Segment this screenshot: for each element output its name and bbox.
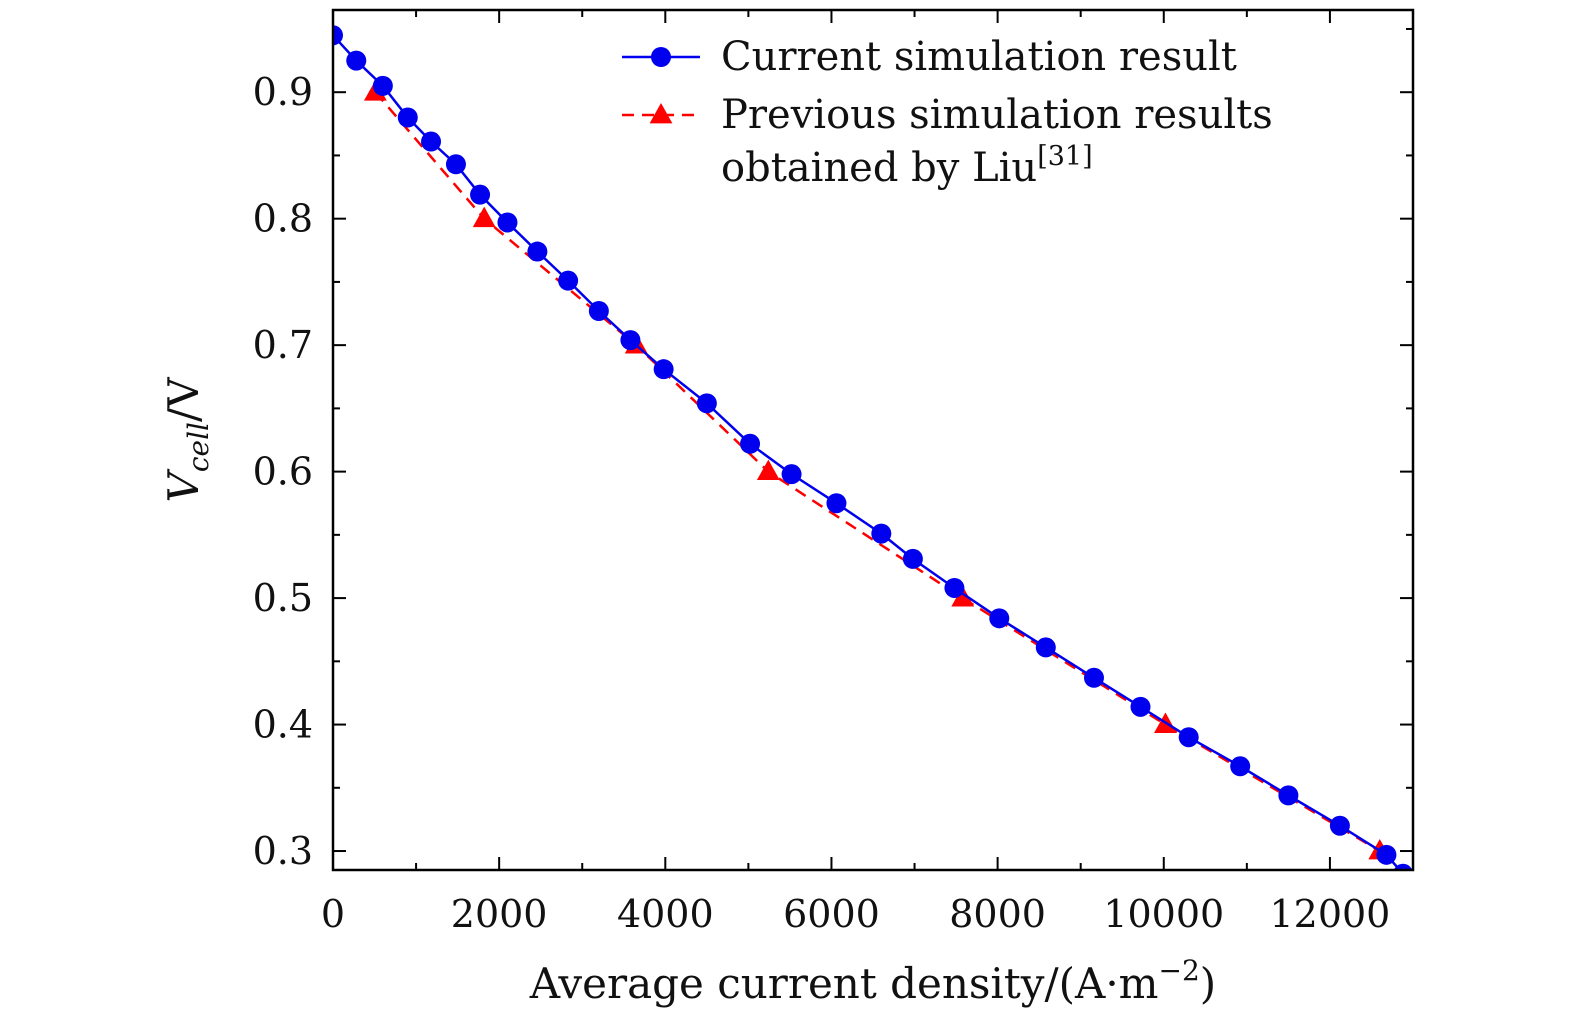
data-point [470, 184, 491, 205]
legend: Current simulation result Previous simul… [622, 34, 1273, 191]
legend-label-previous-line2: obtained by Liu[31] [721, 141, 1093, 191]
data-point [527, 241, 548, 262]
y-axis-label: Vcell/V [159, 377, 215, 503]
data-point [346, 50, 367, 71]
x-tick-label: 2000 [451, 892, 548, 936]
data-point [871, 523, 892, 544]
y-tick-label: 0.8 [253, 197, 313, 241]
data-point [902, 548, 923, 569]
data-point [558, 270, 579, 291]
data-point [1393, 863, 1413, 870]
data-point [740, 433, 761, 454]
data-point [756, 459, 780, 481]
legend-marker-previous [649, 103, 673, 124]
x-tick-label: 10000 [1103, 892, 1224, 936]
legend-label-current: Current simulation result [721, 34, 1237, 80]
data-point [1035, 637, 1056, 658]
data-point [1376, 844, 1397, 865]
y-tick-label: 0.7 [253, 323, 313, 367]
y-tick-label: 0.6 [253, 450, 313, 494]
y-tick-label: 0.4 [253, 703, 313, 747]
data-point [588, 301, 609, 321]
legend-marker-current [651, 47, 671, 67]
data-point [1178, 727, 1199, 748]
data-point [696, 393, 717, 414]
data-point [421, 131, 442, 152]
x-axis-label-exponent: −2 [1159, 954, 1200, 987]
data-point [653, 359, 674, 380]
data-point [1130, 696, 1151, 717]
x-axis-label-main: Average current density/(A·m [529, 959, 1159, 1008]
data-point [1329, 815, 1350, 836]
data-point [620, 330, 641, 351]
legend-citation: [31] [1037, 141, 1092, 172]
x-tick-label: 4000 [617, 892, 714, 936]
y-tick-label: 0.3 [253, 829, 313, 873]
data-point [472, 206, 496, 228]
y-tick-label: 0.9 [253, 70, 313, 114]
x-axis-label: Average current density/(A·m−2) [529, 954, 1216, 1008]
data-point [781, 464, 802, 485]
x-tick-label: 0 [321, 892, 345, 936]
x-axis-label-tail: ) [1200, 959, 1216, 1008]
y-axis-label-symbol: V [159, 469, 208, 503]
data-point [372, 75, 393, 96]
data-point [333, 25, 343, 46]
data-point [445, 154, 466, 175]
y-axis-label-subscript: cell [182, 422, 215, 472]
y-axis-label-tail: /V [159, 377, 208, 422]
x-tick-label: 6000 [783, 892, 880, 936]
legend-label-previous-line1: Previous simulation results [721, 92, 1273, 138]
series-previous [363, 80, 1392, 860]
series-line [374, 91, 1381, 853]
series-current [333, 25, 1413, 870]
tick-labels: 0 2000 4000 6000 8000 10000 12000 0.3 0.4 0.5 0.6 0… [253, 70, 1391, 936]
data-point [989, 608, 1010, 629]
data-point [1278, 785, 1299, 806]
plot-frame [331, 8, 1415, 872]
data-point [826, 493, 847, 514]
data-point [951, 586, 975, 607]
data-point [1083, 667, 1104, 688]
data-point [1230, 756, 1251, 777]
series-layer [333, 25, 1413, 870]
y-tick-label: 0.5 [253, 576, 313, 620]
x-tick-label: 8000 [949, 892, 1046, 936]
data-point [497, 212, 518, 233]
data-point [944, 577, 965, 598]
data-point [397, 107, 418, 128]
x-tick-label: 12000 [1269, 892, 1390, 936]
legend-label-previous-author: obtained by Liu [721, 145, 1037, 191]
axis-ticks [332, 10, 1414, 870]
